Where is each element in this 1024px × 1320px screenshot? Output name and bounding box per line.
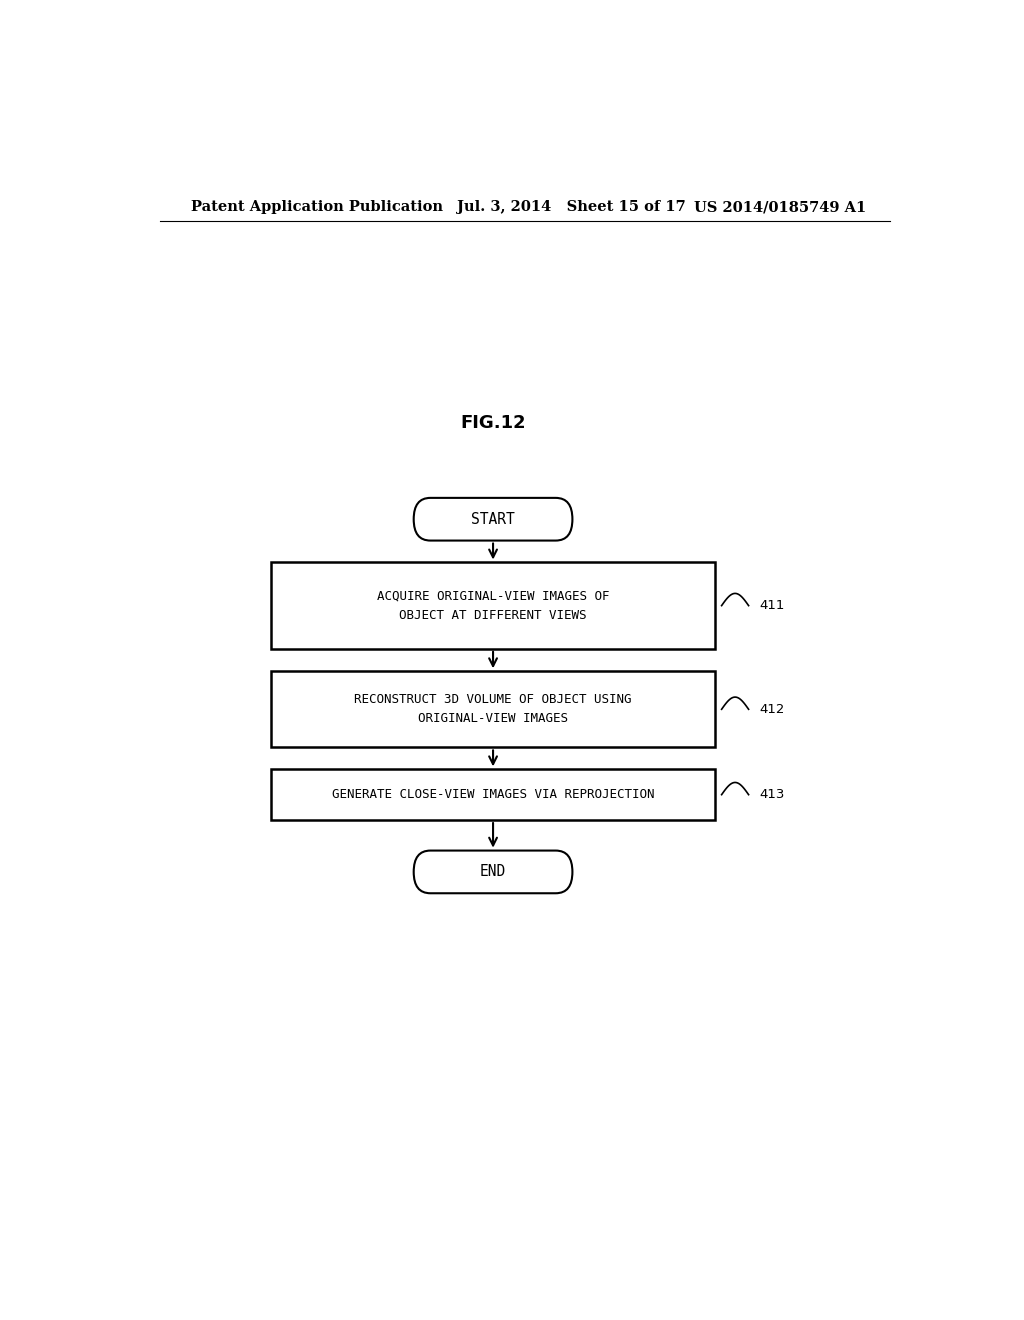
Text: START: START	[471, 512, 515, 527]
Text: FIG.12: FIG.12	[460, 413, 526, 432]
Text: 412: 412	[759, 702, 784, 715]
FancyBboxPatch shape	[270, 671, 715, 747]
Text: Patent Application Publication: Patent Application Publication	[191, 201, 443, 214]
FancyBboxPatch shape	[270, 770, 715, 820]
Text: RECONSTRUCT 3D VOLUME OF OBJECT USING
ORIGINAL-VIEW IMAGES: RECONSTRUCT 3D VOLUME OF OBJECT USING OR…	[354, 693, 632, 725]
FancyBboxPatch shape	[414, 498, 572, 541]
Text: US 2014/0185749 A1: US 2014/0185749 A1	[694, 201, 866, 214]
FancyBboxPatch shape	[414, 850, 572, 894]
Text: Jul. 3, 2014   Sheet 15 of 17: Jul. 3, 2014 Sheet 15 of 17	[458, 201, 686, 214]
Text: 413: 413	[759, 788, 784, 801]
Text: ACQUIRE ORIGINAL-VIEW IMAGES OF
OBJECT AT DIFFERENT VIEWS: ACQUIRE ORIGINAL-VIEW IMAGES OF OBJECT A…	[377, 590, 609, 622]
Text: 411: 411	[759, 599, 784, 612]
Text: GENERATE CLOSE-VIEW IMAGES VIA REPROJECTION: GENERATE CLOSE-VIEW IMAGES VIA REPROJECT…	[332, 788, 654, 801]
Text: END: END	[480, 865, 506, 879]
FancyBboxPatch shape	[270, 562, 715, 649]
